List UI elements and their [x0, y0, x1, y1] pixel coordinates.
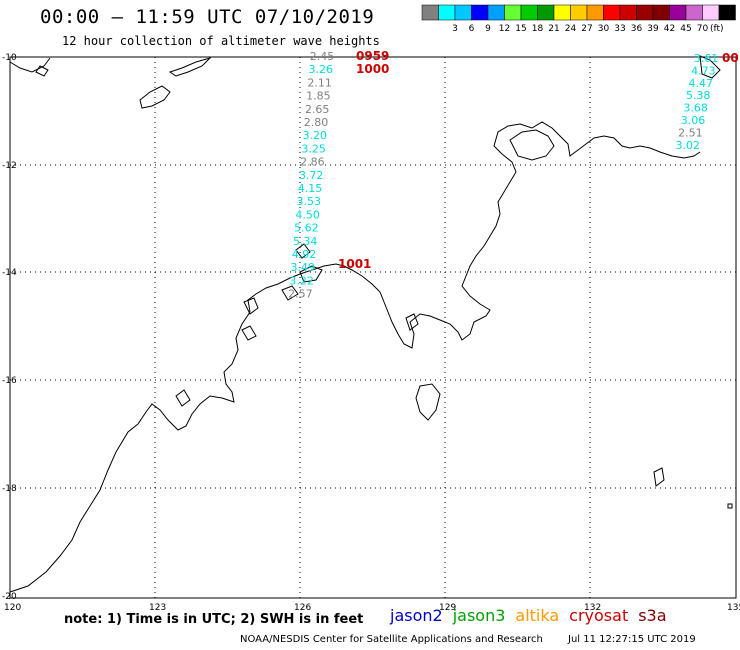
- wave-height-value: 3.61: [694, 52, 719, 65]
- wave-height-value: 4.73: [691, 64, 716, 77]
- satellite-altika: altika: [515, 606, 560, 625]
- wave-height-value: 3.06: [681, 114, 706, 127]
- legend-label: 18: [532, 24, 544, 34]
- longitude-label: 120: [4, 603, 21, 613]
- legend-label: 36: [631, 24, 643, 34]
- longitude-label: 123: [149, 603, 166, 613]
- island-coastline: [699, 55, 721, 79]
- wave-height-value: 3.02: [676, 139, 701, 152]
- map-title: 00:00 – 11:59 UTC 07/10/2019: [40, 6, 375, 28]
- altimeter-tracks: 2.453.262.111.852.652.803.203.252.863.72…: [288, 50, 718, 301]
- pass-time-label: 1001: [338, 257, 371, 271]
- footer-note: note: 1) Time is in UTC; 2) SWH is in fe…: [64, 612, 364, 627]
- legend-label: 45: [680, 24, 691, 34]
- island-coastline: [415, 383, 441, 421]
- legend-label: 33: [614, 24, 625, 34]
- pass-time-label: 1000: [356, 62, 389, 76]
- longitude-label: 126: [294, 603, 311, 613]
- legend-label: 70: [697, 24, 709, 34]
- legend-label: 21: [548, 24, 559, 34]
- map-frame: [9, 56, 737, 599]
- island-coastline: [168, 56, 212, 77]
- wave-height-value: 3.72: [299, 169, 324, 182]
- wave-height-value: 3.20: [303, 129, 328, 142]
- legend-swatch: [718, 4, 736, 21]
- wave-height-value: 4.47: [689, 77, 714, 90]
- wave-height-value: 3.26: [309, 63, 334, 76]
- wave-height-value: 2.57: [288, 288, 313, 301]
- satellite-jason3: jason3: [452, 606, 506, 625]
- wave-height-value: 2.45: [310, 50, 335, 63]
- latitude-label: -10: [2, 53, 17, 63]
- wave-height-value: 5.34: [293, 235, 318, 248]
- legend-label: 6: [469, 24, 475, 34]
- legend-label: 9: [485, 24, 491, 34]
- wave-height-value: 2.11: [307, 76, 332, 89]
- island-coastline: [241, 325, 257, 341]
- wave-height-color-legend: 3 6 9 12 15 18 21 24 27 30 33 36 39 42 45 70 (ft): [421, 4, 736, 34]
- wave-height-value: 3.25: [301, 142, 326, 155]
- coastline: [9, 55, 733, 593]
- island-coastline: [727, 503, 733, 509]
- legend-label: 42: [664, 24, 675, 34]
- satellite-cryosat: cryosat: [569, 606, 629, 625]
- wave-height-value: 2.65: [305, 103, 330, 116]
- legend-label: 30: [598, 24, 610, 34]
- island-coastline: [509, 129, 555, 161]
- wave-height-value: 2.86: [300, 156, 325, 169]
- latitude-label: -12: [2, 161, 17, 171]
- wave-height-value: 4.50: [295, 208, 320, 221]
- timor-coastline: [9, 57, 51, 73]
- island-coastline: [139, 85, 171, 109]
- pass-time-label: 00: [722, 51, 739, 65]
- mainland-coastline: [9, 121, 701, 593]
- wave-height-value: 2.51: [678, 126, 703, 139]
- map-subtitle: 12 hour collection of altimeter wave hei…: [62, 34, 380, 48]
- island-coastline: [295, 243, 311, 259]
- island-coastline: [175, 389, 191, 407]
- wave-height-value: 3.22: [289, 274, 314, 287]
- island-coastline: [281, 285, 299, 301]
- credit-text: NOAA/NESDIS Center for Satellite Applica…: [240, 634, 543, 645]
- island-coastline: [243, 297, 259, 315]
- latitude-label: -20: [2, 592, 17, 602]
- longitude-label: 129: [439, 603, 456, 613]
- island-coastline: [653, 467, 665, 487]
- wave-height-value: 4.15: [298, 182, 323, 195]
- wave-height-value: 2.80: [304, 116, 329, 129]
- longitude-label: 132: [584, 603, 601, 613]
- wave-height-value: 3.49: [291, 261, 316, 274]
- satellite-legend: jason2 jason3 altika cryosat s3a: [390, 606, 677, 625]
- satellite-s3a: s3a: [638, 606, 667, 625]
- pass-time-label: 0959: [356, 49, 389, 63]
- longitude-label: 135: [727, 603, 740, 613]
- legend-label: 3: [452, 24, 458, 34]
- legend-label: 12: [499, 24, 510, 34]
- legend-label: 39: [647, 24, 659, 34]
- wave-height-value: 3.68: [683, 102, 708, 115]
- island-coastline: [299, 265, 323, 283]
- legend-unit: (ft): [710, 24, 724, 34]
- legend-label: 27: [581, 24, 592, 34]
- island-coastline: [405, 313, 419, 331]
- wave-height-value: 5.38: [686, 89, 711, 102]
- latitude-label: -18: [2, 484, 17, 494]
- wave-height-value: 3.53: [297, 195, 322, 208]
- latitude-label: -16: [2, 376, 17, 386]
- satellite-jason2: jason2: [390, 606, 443, 625]
- wave-height-value: 4.92: [292, 248, 317, 261]
- latitude-label: -14: [2, 268, 17, 278]
- island-coastline: [35, 65, 49, 77]
- wave-height-value: 5.62: [294, 222, 319, 235]
- legend-label: 24: [565, 24, 577, 34]
- legend-label: 15: [515, 24, 526, 34]
- timestamp-text: Jul 11 12:27:15 UTC 2019: [568, 634, 696, 645]
- wave-height-value: 1.85: [306, 90, 331, 103]
